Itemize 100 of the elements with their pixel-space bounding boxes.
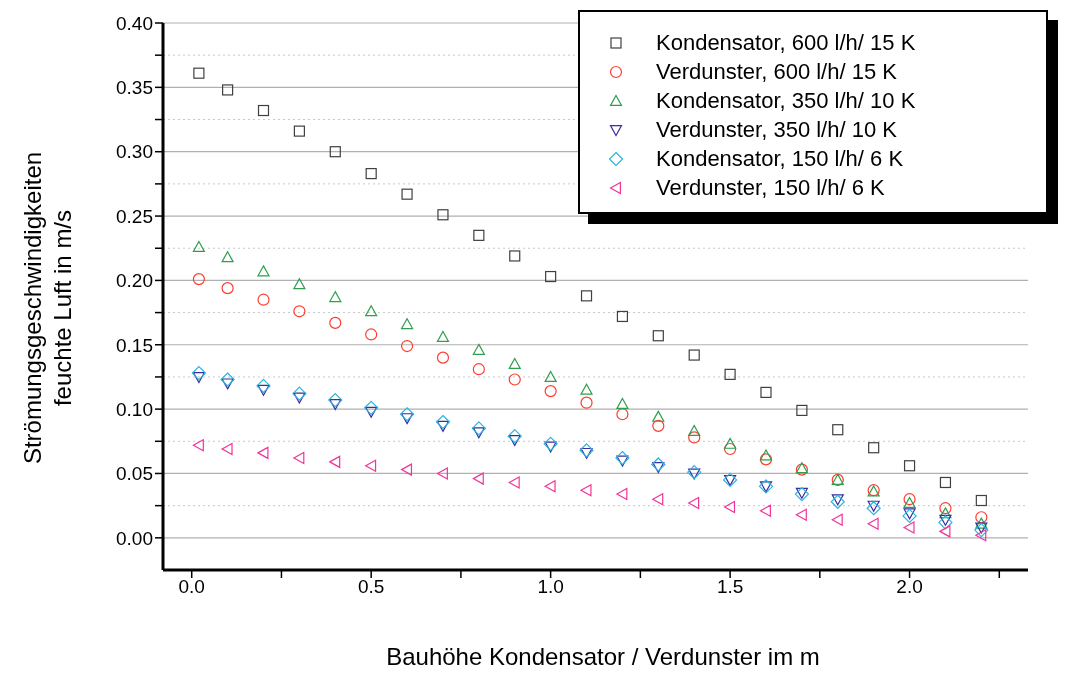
point [616, 310, 629, 323]
point [191, 365, 206, 381]
point [221, 251, 234, 263]
y-tick-label: 0.10 [116, 398, 153, 420]
point [329, 455, 341, 468]
point [975, 517, 988, 529]
point [220, 372, 235, 387]
point [759, 504, 771, 517]
x-tick-label: 1.5 [716, 576, 744, 598]
point [222, 84, 234, 96]
point [975, 494, 987, 507]
point [867, 517, 879, 530]
point [365, 406, 378, 418]
x-tick-label: 0.0 [178, 576, 205, 598]
legend-label: Kondensator, 350 l/h/ 10 K [656, 87, 916, 114]
point [473, 229, 485, 241]
point [652, 493, 664, 506]
point [365, 305, 378, 317]
point [257, 384, 270, 396]
point [257, 293, 270, 306]
legend-label: Kondensator, 600 l/h/ 15 K [656, 29, 916, 56]
point [939, 502, 952, 515]
y-axis-title: Strömungsgeschwindigkeiten feuchte Luft in m/s [18, 151, 77, 465]
point [293, 451, 305, 465]
point [652, 419, 665, 432]
point [544, 385, 557, 398]
point [400, 318, 414, 330]
legend-label: Kondensator, 150 l/h/ 6 K [656, 145, 904, 172]
point [759, 453, 773, 466]
point [364, 400, 379, 415]
x-tick-label: 0.5 [357, 576, 385, 598]
point [256, 378, 271, 394]
point [975, 511, 988, 524]
point [365, 167, 377, 180]
point [329, 398, 342, 411]
point [616, 397, 629, 409]
point [580, 396, 593, 409]
point [221, 378, 234, 390]
point [293, 392, 306, 404]
y-tick-label: 0.30 [116, 141, 153, 163]
point [192, 439, 204, 452]
point [472, 427, 485, 439]
point [436, 330, 450, 343]
y-tick-label: 0.40 [116, 12, 153, 34]
point [939, 507, 952, 519]
point [472, 343, 485, 355]
point [545, 270, 557, 283]
point [544, 441, 557, 453]
point [544, 480, 556, 493]
point [580, 383, 593, 395]
point [760, 386, 772, 398]
point [903, 508, 916, 520]
y-tick-label: 0.15 [116, 334, 153, 356]
point [651, 457, 666, 472]
point [400, 339, 414, 353]
legend-label: Verdunster, 150 l/h/ 6 K [656, 174, 885, 201]
point [192, 273, 205, 286]
point [724, 442, 737, 456]
point [399, 407, 415, 422]
point [688, 424, 701, 436]
point [401, 188, 413, 200]
point [257, 446, 269, 459]
point [688, 496, 700, 510]
point [221, 282, 234, 295]
point [257, 104, 270, 117]
x-tick-label: 2.0 [896, 576, 923, 598]
point [652, 410, 665, 422]
point [903, 521, 915, 534]
legend-label: Verdunster, 350 l/h/ 10 K [656, 116, 897, 143]
point [509, 250, 521, 262]
point [508, 476, 520, 489]
point [192, 240, 205, 252]
point [508, 357, 521, 370]
x-axis-title: Bauhöhe Kondensator / Verdunster im m [385, 643, 821, 671]
x-tick-label: 1.0 [537, 576, 564, 598]
point [939, 514, 952, 526]
point [400, 413, 414, 425]
point [365, 328, 378, 341]
point [616, 455, 629, 467]
point [400, 463, 413, 476]
point [616, 408, 629, 421]
point [329, 291, 342, 303]
point [759, 449, 773, 461]
point [903, 460, 916, 472]
point [436, 351, 450, 364]
point [544, 370, 557, 382]
point [329, 146, 341, 158]
point [831, 513, 843, 526]
point [193, 67, 205, 79]
point [688, 349, 700, 361]
point [580, 290, 593, 302]
point [832, 424, 844, 436]
point [508, 373, 521, 386]
point [615, 450, 630, 466]
point [292, 386, 307, 401]
point [975, 529, 987, 542]
point [436, 467, 448, 480]
point [724, 500, 736, 514]
point [508, 435, 521, 447]
point [471, 421, 486, 436]
